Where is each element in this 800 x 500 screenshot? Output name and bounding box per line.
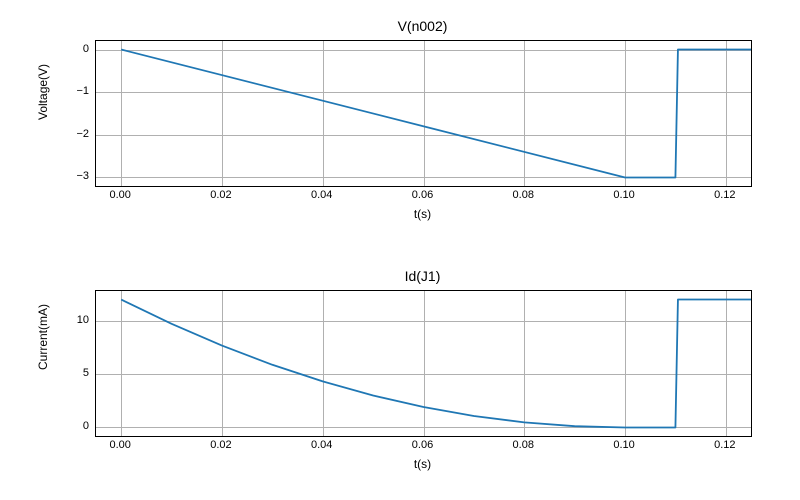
x-tick-label: 0.02 (210, 439, 231, 451)
x-tick-label: 0.08 (513, 189, 534, 201)
x-tick-label: 0.02 (210, 189, 231, 201)
x-axis-label: t(s) (95, 457, 750, 471)
y-axis-label: Voltage(V) (36, 104, 50, 120)
y-tick-label: −2 (65, 128, 89, 140)
series-line (96, 291, 751, 436)
x-tick-label: 0.10 (613, 439, 634, 451)
y-axis-label: Current(mA) (36, 354, 50, 370)
x-tick-label: 0.00 (109, 189, 130, 201)
y-tick-label: −3 (65, 170, 89, 182)
x-tick-label: 0.12 (714, 189, 735, 201)
y-tick-label: 0 (65, 420, 89, 432)
y-tick-label: −1 (65, 85, 89, 97)
x-tick-label: 0.04 (311, 439, 332, 451)
x-tick-label: 0.12 (714, 439, 735, 451)
series-line (96, 41, 751, 186)
x-tick-label: 0.10 (613, 189, 634, 201)
y-tick-label: 10 (65, 314, 89, 326)
y-tick-label: 0 (65, 43, 89, 55)
subplot-title: V(n002) (95, 18, 750, 34)
y-tick-label: 5 (65, 367, 89, 379)
x-tick-label: 0.06 (412, 189, 433, 201)
subplot-voltage (95, 40, 752, 187)
subplot-current (95, 290, 752, 437)
figure: V(n002) t(s) Voltage(V) 0.00 0.02 0.04 0.06 0.0… (0, 0, 800, 500)
x-tick-label: 0.04 (311, 189, 332, 201)
subplot-title: Id(J1) (95, 268, 750, 284)
x-tick-label: 0.06 (412, 439, 433, 451)
x-axis-label: t(s) (95, 207, 750, 221)
x-tick-label: 0.00 (109, 439, 130, 451)
x-tick-label: 0.08 (513, 439, 534, 451)
